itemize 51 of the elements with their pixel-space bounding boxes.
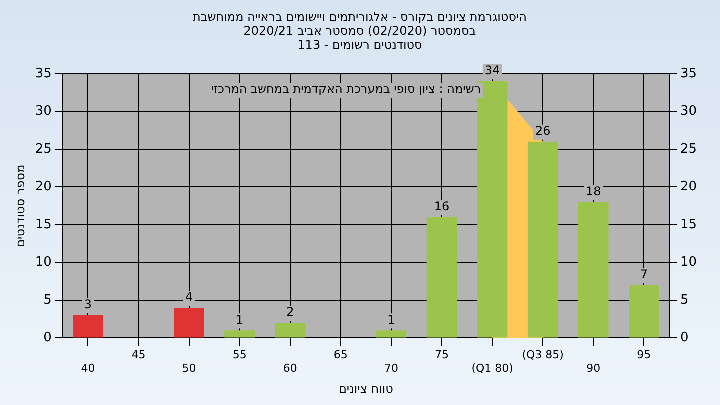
x-tick-label: 45 (132, 348, 146, 362)
bar (224, 330, 256, 338)
data-label: 16 (434, 200, 450, 214)
x-tick-label: 55 (232, 348, 247, 362)
y2-tick-label: 30 (680, 104, 698, 120)
data-label: 7 (640, 267, 648, 282)
x-tick-label: (Q3 85) (522, 348, 564, 362)
x-tick-label: 75 (435, 348, 450, 362)
annotation: רשימה : ציון סופי במערכת האקדמית במחשב המרכזי (211, 82, 482, 96)
data-label: 1 (388, 312, 396, 327)
x-tick-label: 60 (283, 362, 298, 375)
chart-subtitle: בסמסטר (02/2020) סמסטר אביב 2020/21 סטודנטים רשומים - 113 (242, 24, 478, 52)
y-tick-label: 30 (35, 104, 52, 120)
y2-tick-label: 5 (680, 292, 689, 308)
y2-tick-label: 0 (680, 330, 689, 346)
y2-tick-label: 15 (680, 217, 698, 232)
bar (73, 316, 104, 338)
x-axis-title: טווח ציונים (338, 382, 394, 396)
x-tick-label: 70 (384, 362, 398, 375)
bar (275, 323, 306, 338)
data-label: 2 (286, 305, 294, 320)
y-axis-title: מספר סטודנטים (13, 164, 28, 248)
bar (629, 285, 660, 338)
x-tick-label: 40 (81, 362, 96, 375)
y-tick-label: 35 (35, 66, 52, 82)
bar (578, 202, 609, 338)
x-tick-label: 65 (334, 348, 348, 362)
y-tick-label: 25 (35, 142, 52, 157)
y-tick-label: 0 (44, 330, 52, 346)
data-label: 26 (535, 124, 551, 138)
x-tick-label: 95 (637, 348, 652, 362)
y-tick-label: 15 (35, 217, 52, 232)
y-tick-label: 20 (35, 180, 52, 195)
y-tick-label: 5 (44, 292, 52, 308)
data-label: 18 (586, 184, 602, 198)
data-label: 4 (185, 290, 194, 304)
bar (376, 330, 407, 338)
chart-title: היסטוגרמת ציונים בקורס - אלגוריתמים ויישומים בראייה ממוחשבת (192, 10, 528, 24)
y2-tick-label: 25 (680, 142, 698, 157)
y2-tick-label: 20 (680, 180, 698, 195)
y2-tick-label: 10 (680, 255, 698, 270)
data-label: 3 (84, 298, 92, 312)
y-tick-label: 10 (35, 255, 52, 270)
data-label: 1 (236, 312, 244, 327)
x-tick-label: 90 (586, 362, 601, 375)
x-tick-label: 50 (182, 362, 196, 375)
bar (174, 308, 204, 338)
x-tick-label: (Q1 80) (472, 362, 514, 375)
data-label: 34 (484, 64, 500, 78)
bar (426, 217, 458, 338)
y2-tick-label: 35 (680, 66, 698, 82)
